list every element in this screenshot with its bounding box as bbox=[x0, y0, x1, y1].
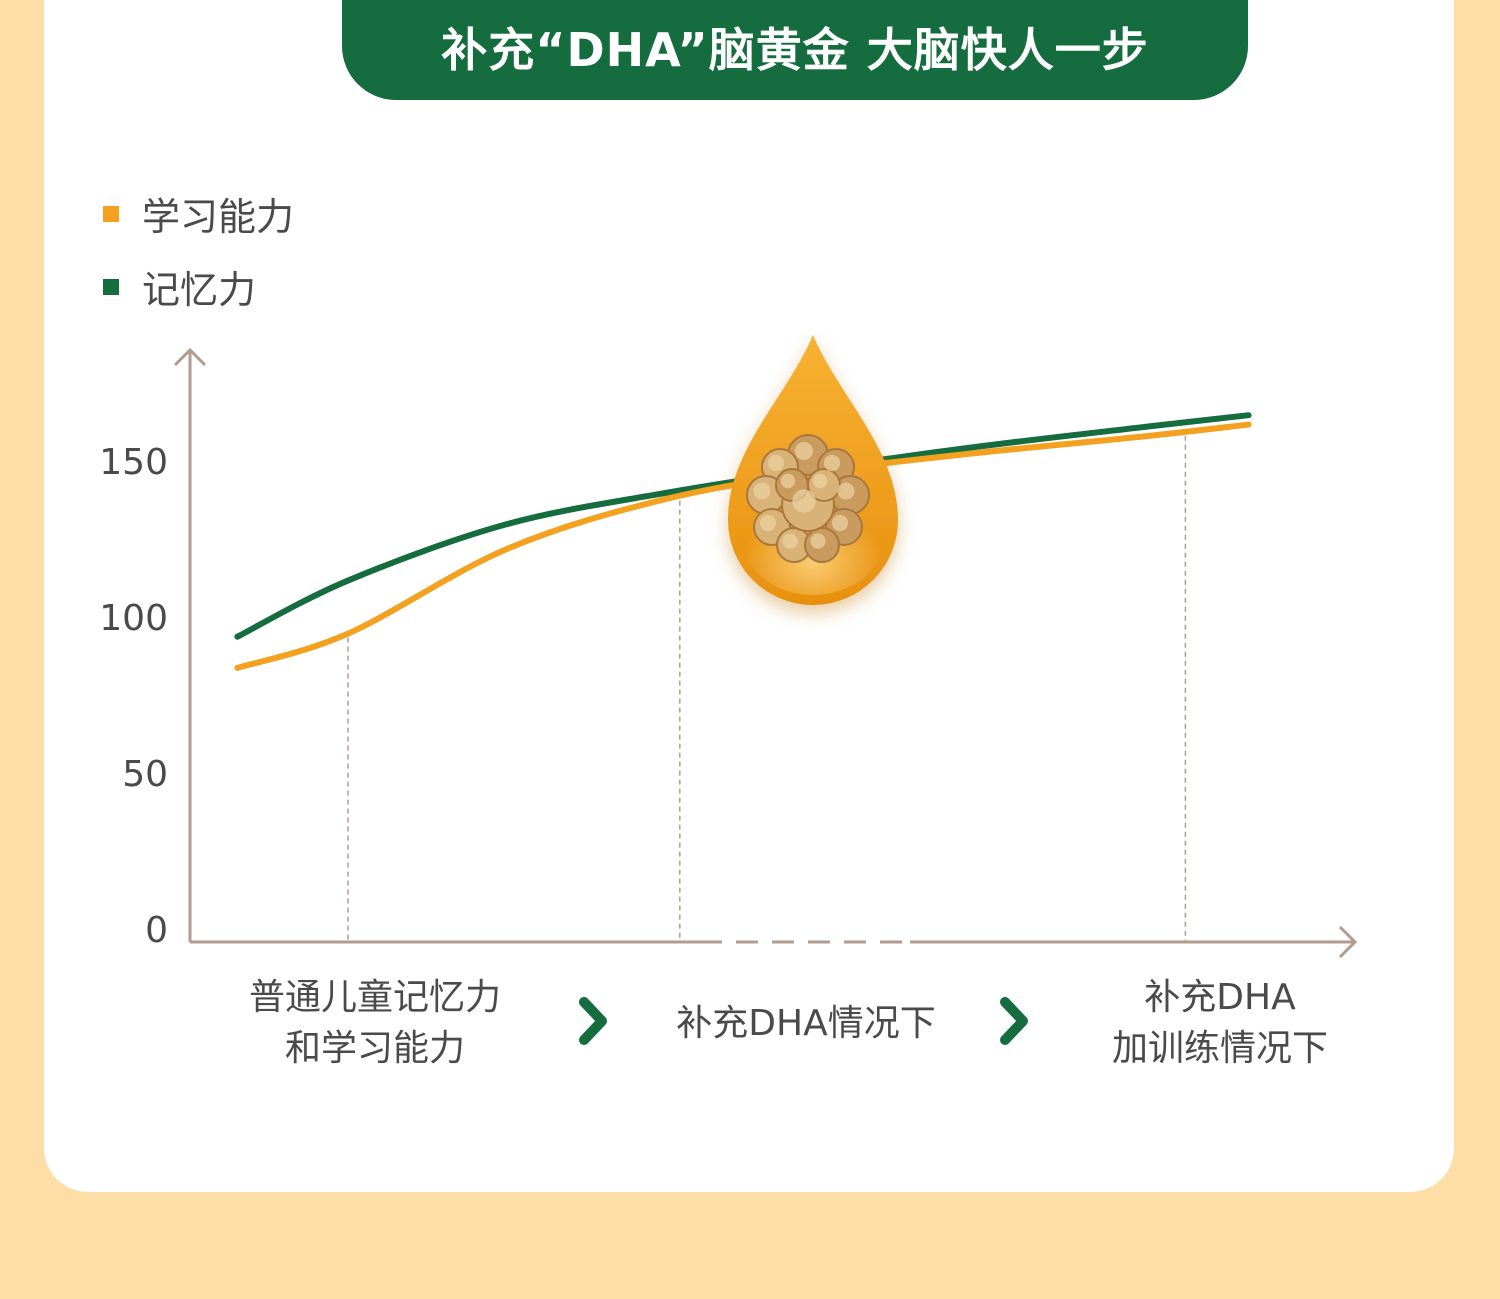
walnut-highlight bbox=[810, 533, 826, 549]
x-category-label: 普通儿童记忆力 bbox=[249, 977, 501, 1018]
legend-label: 学习能力 bbox=[142, 195, 294, 239]
walnut-highlight bbox=[831, 514, 849, 532]
walnut-highlight bbox=[782, 533, 798, 549]
y-tick-label: 100 bbox=[99, 598, 168, 639]
walnut-highlight bbox=[767, 454, 785, 472]
walnut-highlight bbox=[780, 473, 796, 489]
banner-title: 补充“DHA”脑黄金 大脑快人一步 bbox=[441, 23, 1149, 77]
walnut-highlight bbox=[823, 454, 841, 472]
chevron-right-icon bbox=[579, 997, 607, 1045]
y-axis-arrow-icon bbox=[173, 347, 207, 367]
x-axis-arrow-icon bbox=[1338, 925, 1358, 959]
y-tick-label: 50 bbox=[122, 754, 168, 795]
walnut-highlight bbox=[837, 482, 855, 500]
legend-label: 记忆力 bbox=[142, 268, 256, 312]
walnut-highlight bbox=[795, 442, 813, 460]
walnut-highlight bbox=[792, 489, 816, 513]
legend-swatch bbox=[103, 206, 119, 222]
y-tick-label: 0 bbox=[145, 910, 168, 951]
chart-card: 补充“DHA”脑黄金 大脑快人一步 bbox=[44, 0, 1454, 1192]
walnut-highlight bbox=[812, 473, 828, 489]
legend-swatch bbox=[103, 279, 119, 295]
walnut-highlight bbox=[759, 514, 777, 532]
x-category-label: 补充DHA情况下 bbox=[676, 1003, 935, 1044]
title-banner: 补充“DHA”脑黄金 大脑快人一步 bbox=[342, 0, 1248, 100]
x-category-label: 和学习能力 bbox=[285, 1028, 465, 1069]
walnut-highlight bbox=[753, 482, 771, 500]
y-tick-label: 150 bbox=[99, 442, 168, 483]
x-category-label: 补充DHA bbox=[1144, 977, 1296, 1018]
x-category-label: 加训练情况下 bbox=[1112, 1028, 1328, 1069]
chevron-right-icon bbox=[1000, 997, 1028, 1045]
